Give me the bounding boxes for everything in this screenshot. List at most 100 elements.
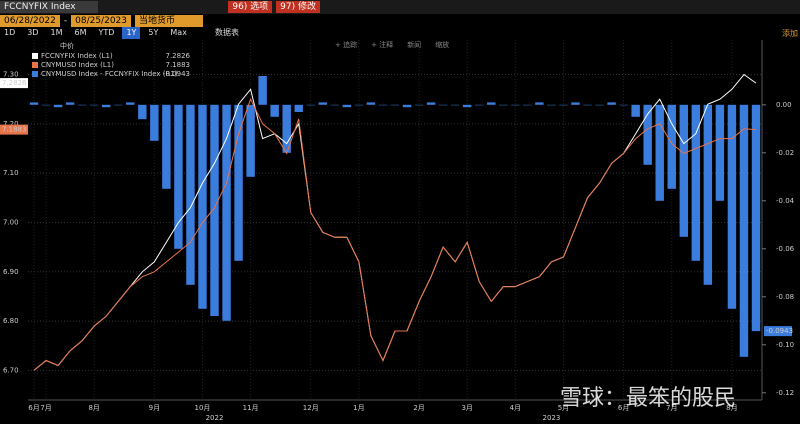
legend-value: -0.0943 xyxy=(163,70,190,78)
y-tick-label: 6.90 xyxy=(3,268,19,276)
period-button[interactable]: 3D xyxy=(27,27,39,37)
bar xyxy=(462,104,472,108)
y-tick-label: 7.30 xyxy=(3,71,19,79)
y-tick-label: 6.70 xyxy=(3,366,19,374)
tool-button[interactable]: 新闻 xyxy=(407,41,422,49)
x-tick-label: 10月 xyxy=(195,404,211,412)
bar xyxy=(162,104,171,189)
bar xyxy=(342,104,352,108)
bar xyxy=(715,104,725,201)
bar xyxy=(174,104,183,249)
tool-button[interactable]: + 注释 xyxy=(371,41,394,49)
bar xyxy=(306,104,315,106)
menu-button[interactable]: 97) 修改 xyxy=(276,1,320,13)
bar xyxy=(751,104,761,332)
bar xyxy=(739,104,749,357)
security[interactable]: FCCNYFIX Index xyxy=(0,1,98,13)
period-button[interactable]: 6M xyxy=(74,27,87,37)
bar xyxy=(366,102,376,105)
tool-button[interactable]: 缩放 xyxy=(435,41,450,49)
bar xyxy=(643,104,652,165)
bar xyxy=(727,104,737,309)
x-tick-label: 5月 xyxy=(558,404,569,412)
bar xyxy=(619,104,628,106)
value-tag-label: 7.1883 xyxy=(2,126,27,134)
legend-title: 中价 xyxy=(60,41,74,50)
date-bar: 06/28/2022 - 08/25/2023 当地货币 xyxy=(0,14,800,27)
title-bar: FCCNYFIX Index 96) 选项 97) 修改 xyxy=(0,0,800,14)
value-tag-label: 7.2826 xyxy=(2,79,27,87)
chart-tools: + 追踪 + 注释 新闻 缩放 xyxy=(0,40,800,50)
bar xyxy=(667,104,676,189)
chart: 6.70 6.80 6.90 7.00 7.10 7.20 7.30 0.00 -0.02 -0.… xyxy=(0,40,795,422)
y2-tick-label: -0.02 xyxy=(776,149,794,157)
bar xyxy=(318,102,328,105)
y-tick-label: 7.00 xyxy=(3,218,19,226)
x-tick-label: 4月 xyxy=(510,404,521,412)
value-tag xyxy=(764,326,792,337)
start-date[interactable]: 06/28/2022 xyxy=(0,14,60,27)
bar xyxy=(234,104,243,261)
value-tag-label: -0.0943 xyxy=(766,327,793,335)
y2-tick-label: -0.04 xyxy=(776,197,795,205)
bar xyxy=(679,104,688,237)
end-date[interactable]: 08/25/2023 xyxy=(71,14,131,27)
bar xyxy=(631,104,640,117)
bar xyxy=(210,104,219,316)
x-tick-label: 12月 xyxy=(303,404,319,412)
bar xyxy=(198,104,207,309)
x-tick-label: 8月 xyxy=(726,404,737,412)
period-button[interactable]: YTD xyxy=(98,27,115,37)
bar xyxy=(571,102,580,105)
legend-swatch xyxy=(32,53,38,59)
bar xyxy=(511,104,520,106)
bar xyxy=(89,104,99,106)
date-separator: - xyxy=(63,15,68,26)
bar xyxy=(450,104,460,106)
bar xyxy=(547,104,556,106)
bar xyxy=(246,104,255,177)
line xyxy=(33,97,757,371)
watermark: 雪球：最笨的股民 xyxy=(560,386,737,411)
period-button[interactable]: Max xyxy=(170,27,187,37)
bar xyxy=(186,104,195,285)
bar xyxy=(487,102,496,105)
y2-tick-label: -0.10 xyxy=(776,341,794,349)
x-tick-label: 6月 xyxy=(28,404,39,412)
bar xyxy=(438,104,448,106)
bar xyxy=(65,102,75,105)
period-button[interactable]: 5Y xyxy=(148,27,159,37)
bar xyxy=(414,104,424,106)
x-tick-label: 11月 xyxy=(243,404,259,412)
bar xyxy=(354,104,364,106)
bar xyxy=(535,102,544,105)
bar xyxy=(150,104,159,141)
y-tick-label: 6.80 xyxy=(3,317,19,325)
tool-button[interactable]: + 追踪 xyxy=(335,41,358,49)
add-button[interactable]: 添加 xyxy=(782,29,798,38)
currency[interactable]: 当地货币 xyxy=(135,14,203,27)
bar xyxy=(691,104,701,261)
bar xyxy=(258,76,267,105)
bar xyxy=(282,104,291,153)
period-bar: 1D 3D 1M 6M YTD 1Y 5Y Max 数据表 xyxy=(0,26,800,39)
bar xyxy=(222,104,231,321)
legend-value: 7.2826 xyxy=(166,52,191,60)
period-button[interactable]: 1M xyxy=(50,27,63,37)
x-tick-label: 7月 xyxy=(40,404,51,412)
period-button[interactable]: 1Y xyxy=(122,26,141,39)
menu-button[interactable]: 96) 选项 xyxy=(228,1,273,13)
table-button[interactable]: 数据表 xyxy=(214,27,239,37)
x-tick-label: 6月 xyxy=(618,404,629,412)
bar xyxy=(126,102,135,105)
bar xyxy=(53,104,63,108)
y2-tick-label: -0.08 xyxy=(776,293,794,301)
y2-tick-label: 0.00 xyxy=(776,101,792,109)
period-button[interactable]: 1D xyxy=(4,27,16,37)
bar xyxy=(475,104,484,106)
bar xyxy=(523,104,532,106)
bar xyxy=(390,104,400,106)
bar xyxy=(270,104,279,117)
bar xyxy=(499,104,508,106)
